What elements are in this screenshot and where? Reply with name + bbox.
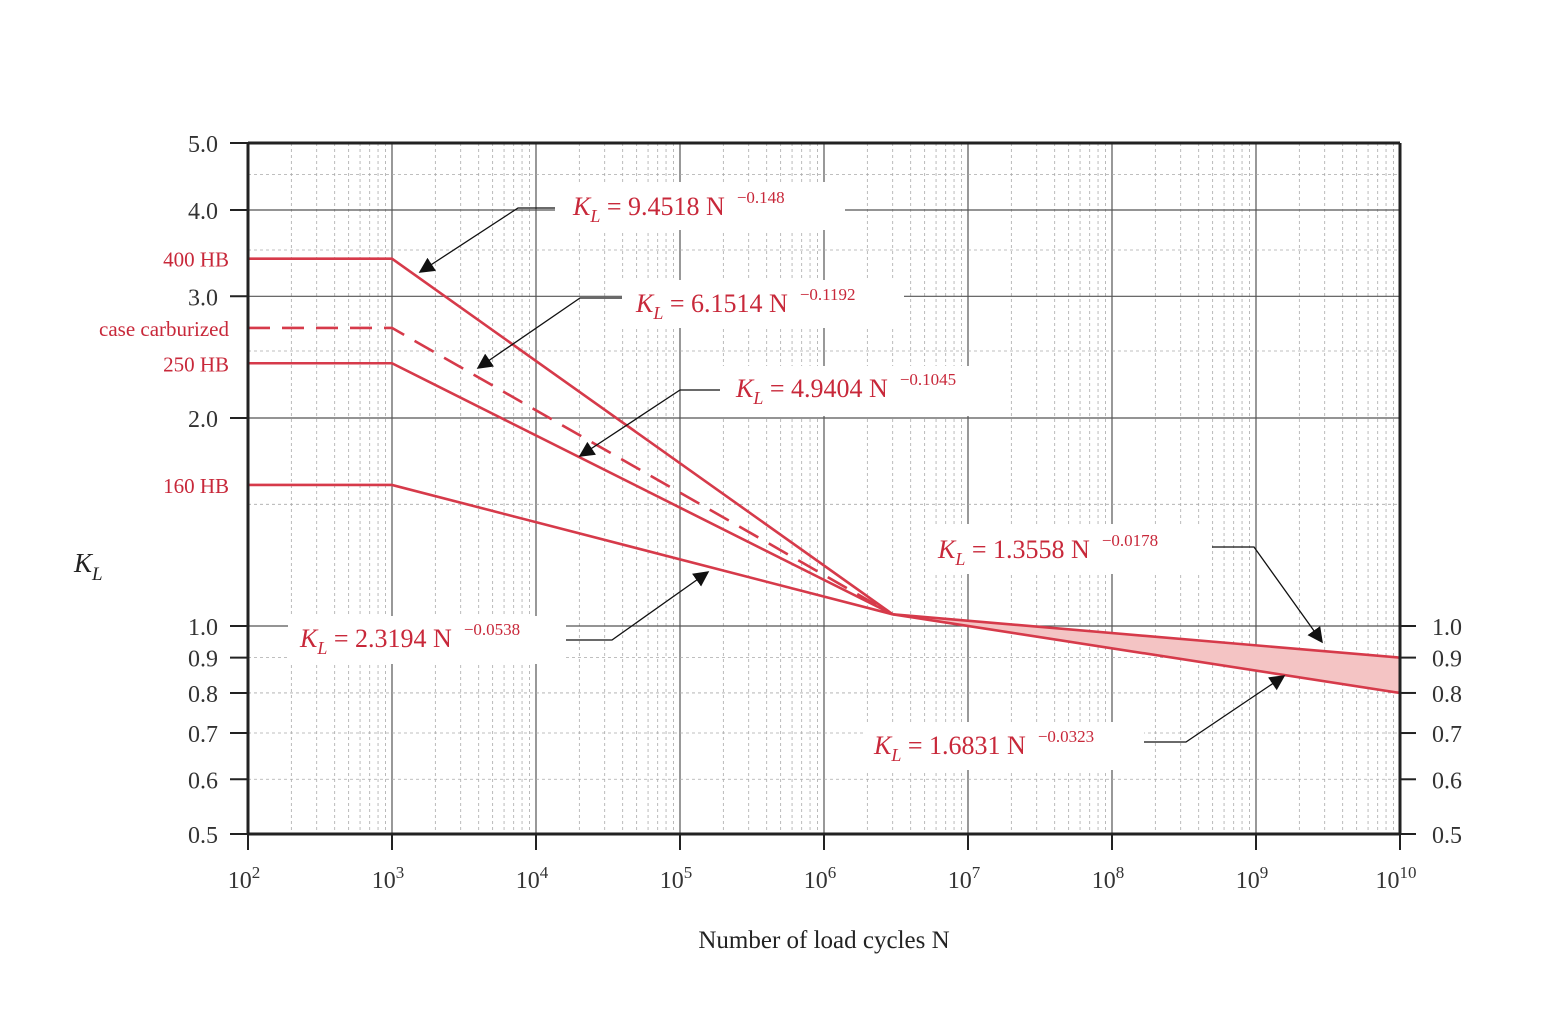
y-tick-label-right: 0.8 xyxy=(1432,682,1462,708)
y-tick-label: 0.9 xyxy=(188,647,218,673)
annotation-box xyxy=(866,722,1144,770)
leader-arrow xyxy=(418,207,555,273)
series-label-250-hb: 250 HB xyxy=(163,352,229,376)
x-tick-label: 109 xyxy=(1236,863,1269,894)
leader-arrow xyxy=(1212,546,1323,644)
annotations: KL = 9.4518 N −0.148 KL = 6.1514 N −0.1192 K… xyxy=(288,182,1323,770)
curves xyxy=(248,257,1401,695)
series-label-160-hb: 160 HB xyxy=(163,474,229,498)
y-tick-label-right: 1.0 xyxy=(1432,615,1462,641)
equation-annotation: KL = 9.4518 N −0.148 xyxy=(418,182,845,273)
tick-labels: 5.0 4.0 3.0 2.0 1.0 0.9 0.8 0.7 0.6 0.5 1.0 0.9 0.8 0… xyxy=(188,132,1462,894)
x-axis-title: Number of load cycles N xyxy=(698,927,949,954)
leader-arrow xyxy=(578,389,720,457)
x-tick-label: 105 xyxy=(660,863,693,894)
annotation-box xyxy=(288,616,566,664)
y-tick-label: 0.5 xyxy=(188,823,218,849)
x-tick-label: 107 xyxy=(948,863,981,894)
y-tick-label-right: 0.6 xyxy=(1432,768,1462,794)
series-labels: 400 HB case carburized 250 HB 160 HB xyxy=(99,248,229,498)
leader-arrow xyxy=(566,571,710,641)
equation-text: KL = 2.3194 N −0.0538 xyxy=(299,620,520,658)
series-label-400-hb: 400 HB xyxy=(163,248,229,272)
annotation-box xyxy=(622,280,904,328)
annotation-box xyxy=(928,524,1212,574)
series-line-250-hb xyxy=(248,361,894,616)
y-tick-label: 1.0 xyxy=(188,615,218,641)
y-tick-label: 0.6 xyxy=(188,768,218,794)
y-tick-label: 3.0 xyxy=(188,285,218,311)
grid xyxy=(247,143,1401,834)
y-tick-label: 0.8 xyxy=(188,682,218,708)
annotation-box xyxy=(720,366,982,416)
equation-text: KL = 6.1514 N −0.1192 xyxy=(635,285,856,323)
series-line-160-hb xyxy=(248,483,894,616)
x-tick-label: 1010 xyxy=(1376,863,1417,894)
equation-text: KL = 1.3558 N −0.0178 xyxy=(937,531,1158,569)
y-axis-title-main: K xyxy=(73,548,94,578)
annotation-box xyxy=(555,182,845,230)
y-axis-title: K L xyxy=(73,548,103,585)
equation-text: KL = 4.9404 N −0.1045 xyxy=(735,370,956,408)
y-tick-label-right: 0.5 xyxy=(1432,823,1462,849)
equation-text: KL = 1.6831 N −0.0323 xyxy=(873,727,1094,765)
y-axis-title-sub: L xyxy=(91,564,103,585)
y-tick-label: 5.0 xyxy=(188,132,218,158)
equation-text: KL = 9.4518 N −0.148 xyxy=(572,188,785,226)
equation-annotation: KL = 6.1514 N −0.1192 xyxy=(476,280,904,369)
y-tick-label: 0.7 xyxy=(188,722,218,748)
x-tick-label: 108 xyxy=(1092,863,1125,894)
equation-annotation: KL = 1.3558 N −0.0178 xyxy=(928,524,1323,644)
series-label-case-carburized: case carburized xyxy=(99,317,229,341)
series-line-400-hb xyxy=(248,257,894,616)
x-tick-label: 102 xyxy=(228,863,261,894)
equation-annotation: KL = 4.9404 N −0.1045 xyxy=(578,366,982,457)
y-tick-label: 4.0 xyxy=(188,199,218,225)
leader-arrow xyxy=(476,297,622,369)
equation-annotation: KL = 2.3194 N −0.0538 xyxy=(288,571,710,664)
equation-annotation: KL = 1.6831 N −0.0323 xyxy=(866,675,1286,770)
band-lower-line xyxy=(892,613,1401,695)
x-tick-label: 103 xyxy=(372,863,405,894)
y-tick-label-right: 0.9 xyxy=(1432,647,1462,673)
leader-arrow xyxy=(1144,675,1286,743)
x-tick-label: 106 xyxy=(804,863,837,894)
y-tick-label-right: 0.7 xyxy=(1432,722,1462,748)
series-line-case-carburized xyxy=(248,326,894,616)
y-tick-label: 2.0 xyxy=(188,407,218,433)
band-upper-line xyxy=(892,613,1401,659)
x-tick-label: 104 xyxy=(516,863,549,894)
